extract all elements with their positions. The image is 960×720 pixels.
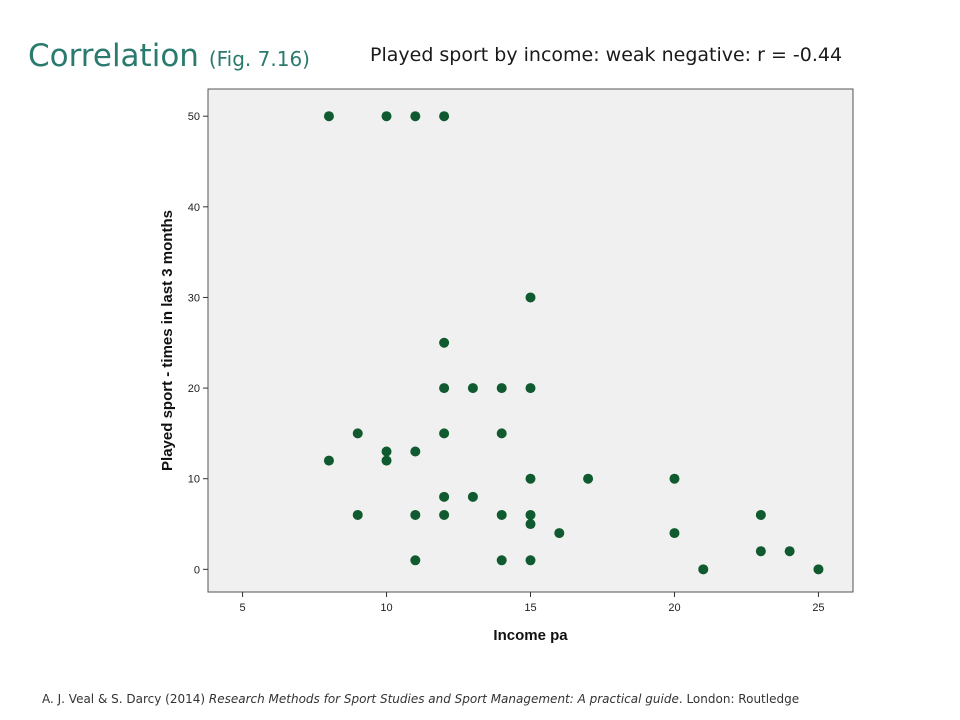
- y-tick-label: 50: [188, 111, 200, 123]
- slide-title-text: Correlation: [28, 38, 199, 74]
- data-point: [554, 528, 565, 539]
- citation-publisher: . London: Routledge: [678, 692, 800, 706]
- data-point: [467, 383, 478, 394]
- data-point: [439, 491, 450, 502]
- x-tick-label: 10: [380, 602, 392, 614]
- data-point: [525, 519, 536, 530]
- data-point: [410, 111, 421, 122]
- data-point: [755, 509, 766, 520]
- x-tick-label: 15: [524, 602, 536, 614]
- data-point: [813, 564, 824, 575]
- data-point: [525, 292, 536, 303]
- data-point: [381, 446, 392, 457]
- chart-heading: Played sport by income: weak negative: r…: [370, 44, 843, 66]
- x-tick-label: 20: [668, 602, 680, 614]
- data-point: [755, 546, 766, 557]
- citation-book-title: Research Methods for Sport Studies and S…: [208, 692, 679, 706]
- y-tick-label: 40: [188, 202, 200, 214]
- data-point: [323, 111, 334, 122]
- data-point: [439, 111, 450, 122]
- data-point: [669, 473, 680, 484]
- x-tick-label: 25: [812, 602, 824, 614]
- figure-reference: (Fig. 7.16): [208, 47, 310, 71]
- data-point: [323, 455, 334, 466]
- data-point: [439, 337, 450, 348]
- data-point: [583, 473, 594, 484]
- data-point: [496, 383, 507, 394]
- x-tick-label: 5: [239, 602, 245, 614]
- data-point: [410, 446, 421, 457]
- data-point: [698, 564, 709, 575]
- y-axis-title: Played sport - times in last 3 months: [159, 210, 176, 471]
- y-tick-label: 30: [188, 292, 200, 304]
- data-point: [496, 509, 507, 520]
- slide-title: Correlation (Fig. 7.16): [28, 38, 310, 74]
- scatter-chart: 5 10 15 20 25 0 10 20 30 40 50 Income pa Played sp…: [159, 88, 854, 644]
- citation-authors: A. J. Veal & S. Darcy (2014): [42, 692, 209, 706]
- data-point: [410, 509, 421, 520]
- data-point: [439, 509, 450, 520]
- x-axis-title: Income pa: [493, 627, 568, 644]
- data-point: [525, 383, 536, 394]
- data-point: [381, 455, 392, 466]
- data-point: [525, 509, 536, 520]
- data-point: [525, 473, 536, 484]
- citation: A. J. Veal & S. Darcy (2014) Research Me…: [42, 692, 799, 706]
- data-point: [410, 555, 421, 566]
- data-point: [669, 528, 680, 539]
- data-point: [496, 428, 507, 439]
- plot-area: [207, 88, 854, 593]
- data-point: [496, 555, 507, 566]
- data-point: [439, 383, 450, 394]
- y-tick-label: 20: [188, 383, 200, 395]
- y-tick-label: 0: [194, 564, 200, 576]
- data-point: [352, 509, 363, 520]
- data-point: [784, 546, 795, 557]
- chart-marks: 5 10 15 20 25 0 10 20 30 40 50: [188, 111, 825, 614]
- data-point: [525, 555, 536, 566]
- data-point: [439, 428, 450, 439]
- data-point: [381, 111, 392, 122]
- y-tick-label: 10: [188, 474, 200, 486]
- data-point: [467, 491, 478, 502]
- data-point: [352, 428, 363, 439]
